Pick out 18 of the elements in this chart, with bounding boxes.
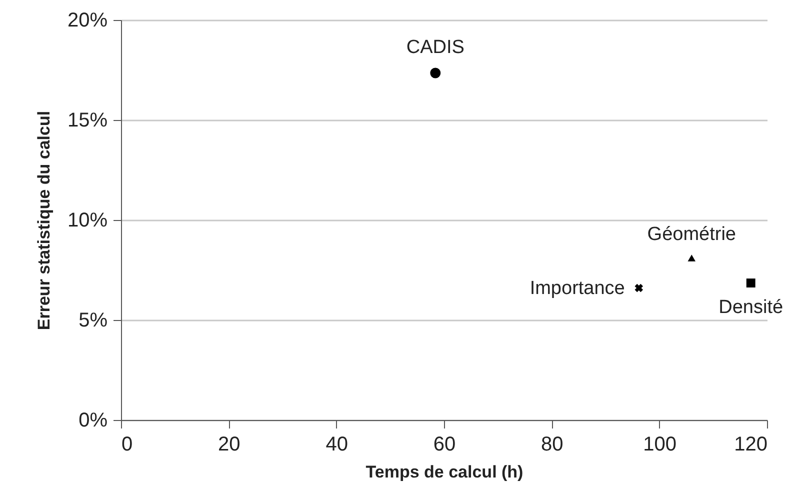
series-label: CADIS <box>406 37 464 58</box>
y-tick-label: 10% <box>67 210 108 232</box>
x-tick-label: 0 <box>122 434 133 456</box>
x-tick-label: 40 <box>326 434 348 456</box>
series-label: Géométrie <box>647 224 736 245</box>
y-axis-title: Erreur statistique du calcul <box>34 110 54 330</box>
x-tick-label: 60 <box>433 434 456 456</box>
x-tick-label: 100 <box>643 434 677 456</box>
series-label: Importance <box>530 278 625 299</box>
y-tick-label: 5% <box>78 310 108 332</box>
x-tick-label: 20 <box>218 434 240 456</box>
x-tick-label: 80 <box>541 434 564 456</box>
x-tick-label: 120 <box>734 434 768 456</box>
series-label: Densité <box>718 297 784 318</box>
y-tick-label: 15% <box>67 110 108 132</box>
y-tick-label: 0% <box>78 410 108 432</box>
y-tick-label: 20% <box>67 10 108 32</box>
x-axis-title: Temps de calcul (h) <box>366 462 524 482</box>
